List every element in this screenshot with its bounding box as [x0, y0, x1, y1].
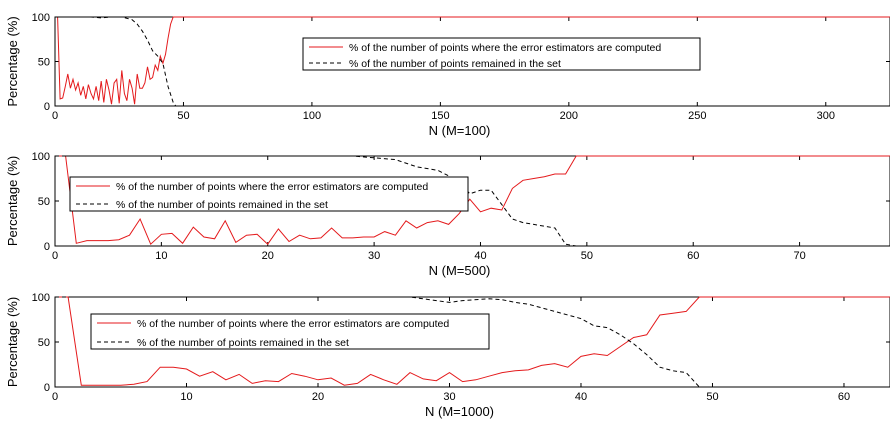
- x-tick-label: 20: [312, 391, 324, 403]
- legend-label: % of the number of points where the erro…: [116, 181, 428, 193]
- legend-label: % of the number of points remained in th…: [349, 58, 561, 70]
- x-tick-label: 0: [52, 391, 58, 403]
- x-tick-label: 10: [180, 391, 192, 403]
- legend-box: [69, 176, 469, 212]
- y-tick-label: 100: [32, 151, 50, 163]
- y-axis-label: Percentage (%): [5, 297, 20, 387]
- legend-label: % of the number of points remained in th…: [137, 337, 349, 349]
- legend: % of the number of points where the erro…: [69, 176, 469, 212]
- x-tick-label: 30: [368, 250, 380, 262]
- x-tick-label: 50: [581, 250, 593, 262]
- chart-panel-3: 0 10 20 30 40 50 60 0 50 100 N (M=1000) Percentage …: [5, 292, 890, 419]
- y-tick-label: 0: [44, 382, 50, 394]
- x-tick-label: 20: [262, 250, 274, 262]
- x-tick-label: 60: [838, 391, 850, 403]
- x-tick-label: 0: [52, 110, 58, 122]
- series-line-computed-red: [55, 16, 890, 105]
- legend-label: % of the number of points remained in th…: [116, 199, 328, 211]
- x-tick-label: 60: [687, 250, 699, 262]
- x-tick-label: 150: [431, 110, 449, 122]
- legend-box: [302, 37, 701, 71]
- x-tick-label: 30: [443, 391, 455, 403]
- x-tick-label: 250: [688, 110, 706, 122]
- x-axis-label: N (M=500): [429, 263, 491, 278]
- series-line-remaining-dashed: [55, 296, 890, 388]
- x-tick-label: 10: [155, 250, 167, 262]
- y-tick-label: 100: [32, 292, 50, 304]
- chart-panel-2: 0 10 20 30 40 50 60 70 0 50 100 N (M=500) Percentage…: [5, 151, 890, 278]
- x-tick-label: 50: [706, 391, 718, 403]
- series-line-remaining-dashed: [55, 16, 890, 107]
- y-tick-label: 50: [38, 57, 50, 69]
- x-axis-label: N (M=1000): [425, 404, 494, 419]
- x-tick-label: 300: [817, 110, 835, 122]
- x-axis-label: N (M=100): [429, 123, 491, 138]
- series-line-computed-red: [55, 296, 890, 386]
- y-tick-label: 0: [44, 101, 50, 113]
- legend-box: [90, 313, 490, 350]
- x-tick-label: 100: [303, 110, 321, 122]
- y-tick-label: 100: [32, 12, 50, 24]
- x-tick-label: 40: [474, 250, 486, 262]
- legend-label: % of the number of points where the erro…: [137, 318, 449, 330]
- chart-panel-1: 0 50 100 150 200 250 300 0 50 100 N (M=100) Percent…: [5, 12, 890, 138]
- y-tick-label: 0: [44, 241, 50, 253]
- legend: % of the number of points where the erro…: [90, 313, 490, 350]
- x-tick-label: 50: [177, 110, 189, 122]
- x-tick-label: 200: [560, 110, 578, 122]
- x-tick-label: 40: [575, 391, 587, 403]
- y-tick-label: 50: [38, 196, 50, 208]
- y-tick-label: 50: [38, 337, 50, 349]
- series-line-computed-red: [55, 155, 890, 246]
- y-axis-label: Percentage (%): [5, 156, 20, 246]
- legend-label: % of the number of points where the erro…: [349, 42, 661, 54]
- legend: % of the number of points where the erro…: [302, 37, 701, 71]
- x-tick-label: 0: [52, 250, 58, 262]
- y-axis-label: Percentage (%): [5, 16, 20, 106]
- x-tick-label: 70: [793, 250, 805, 262]
